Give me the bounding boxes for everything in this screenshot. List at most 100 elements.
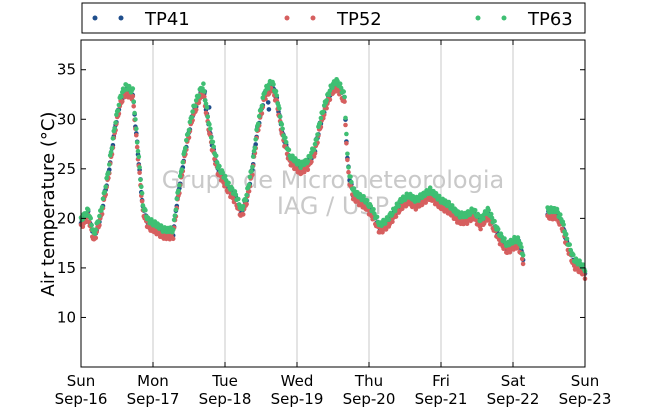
point-TP63-181 [236,196,241,202]
data-points [78,77,588,282]
point-TP63-216 [265,86,271,91]
point-TP63-222 [271,82,276,87]
point-TP63-46 [119,94,124,100]
point-TP63-170 [226,180,231,186]
point-TP52-9 [86,219,92,225]
point-TP63-304 [342,94,347,100]
x-tick-date-3: Sep-19 [271,390,324,408]
x-axis: SunSep-16MonSep-17TueSep-18WedSep-19ThuS… [55,40,611,408]
point-TP63-74 [143,208,148,213]
point-TP63-35 [109,145,115,151]
point-TP63-43 [116,102,122,108]
legend: TP41 TP52 TP63 [81,2,586,34]
point-TP63-202 [253,137,258,142]
point-TP63-425 [449,203,455,208]
point-TP52-141 [202,94,207,99]
point-TP63-140 [201,81,206,86]
point-TP63-333 [368,203,374,209]
point-TP63-240 [286,147,292,153]
x-tick-day-7: Sun [571,372,600,390]
point-TP52-17 [93,235,99,241]
point-TP63-268 [311,147,317,152]
y-axis: 10 15 20 25 30 35 [57,61,585,326]
point-TP63-226 [274,93,280,98]
point-TP63-71 [140,203,146,208]
point-TP63-503 [519,245,524,250]
point-TP63-466 [486,207,491,213]
point-TP63-178 [233,192,239,197]
point-TP63-197 [249,169,254,174]
point-TP63-40 [114,112,119,117]
point-TP52-505 [520,261,526,267]
point-TP63-290 [330,85,335,90]
point-TP63-271 [314,136,320,142]
point-TP63-110 [174,196,180,202]
point-TP63-116 [179,167,185,172]
point-TP63-533 [568,247,573,253]
point-TP63-340 [374,214,380,220]
legend-label-TP52: TP52 [336,9,382,30]
legend-marker-TP63-a [475,15,481,21]
point-TP52-383 [413,207,419,212]
point-TP63-128 [190,109,195,114]
point-TP63-67 [137,165,142,170]
point-TP63-205 [255,121,261,127]
point-TP63-253 [298,165,303,171]
point-TP52-106 [170,236,176,242]
point-TP63-156 [214,159,220,165]
point-TP63-460 [481,216,486,221]
y-tick-label-4: 30 [57,110,76,128]
point-TP52-457 [478,226,483,232]
point-TP63-121 [184,138,189,143]
point-TP52-304 [342,99,347,104]
point-TP63-208 [258,107,264,113]
point-TP63-275 [317,120,323,126]
plot-frame [80,39,586,368]
point-TP52-305 [343,122,348,128]
point-TP63-187 [240,204,246,209]
x-tick-day-5: Fri [432,372,450,390]
y-tick-label-3: 25 [57,160,76,178]
point-TP63-353 [386,217,392,222]
point-TP52-191 [244,201,249,207]
point-TP63-451 [472,208,478,213]
point-TP52-357 [390,219,395,225]
point-TP52-132 [193,107,199,112]
point-TP63-144 [204,105,210,110]
point-TP52-60 [131,104,136,109]
point-TP63-528 [563,231,569,237]
y-tick-label-5: 35 [57,61,76,79]
point-TP63-325 [361,194,366,199]
y-axis-title: Air temperature (°C) [38,112,59,297]
point-TP63-308 [346,165,351,170]
x-tick-date-0: Sep-16 [55,390,108,408]
point-TP63-199 [250,154,256,159]
point-TP63-502 [518,241,523,246]
point-TP63-287 [327,88,333,94]
point-TP63-505 [520,253,526,258]
point-TP63-108 [172,213,178,218]
point-TP52-346 [380,230,385,235]
point-TP63-62 [133,117,138,122]
point-TP63-109 [173,207,179,213]
point-TP63-386 [416,198,421,203]
point-TP63-525 [561,222,566,227]
legend-marker-TP41-b [118,15,124,21]
point-TP63-147 [207,122,212,127]
point-TP52-64 [134,144,140,150]
point-TP63-229 [277,106,282,111]
point-TP63-195 [247,174,253,180]
point-TP63-124 [186,127,192,133]
point-TP63-106 [170,227,176,233]
x-tick-date-6: Sep-22 [487,390,540,408]
point-TP63-107 [171,217,177,223]
point-TP63-159 [217,163,222,169]
point-TP63-225 [273,88,279,94]
point-TP52-308 [346,169,351,175]
point-TP52-217 [266,91,272,96]
point-TP52-307 [345,157,350,163]
x-tick-date-2: Sep-18 [199,390,252,408]
point-TP63-66 [136,154,142,160]
point-TP63-113 [177,182,182,188]
